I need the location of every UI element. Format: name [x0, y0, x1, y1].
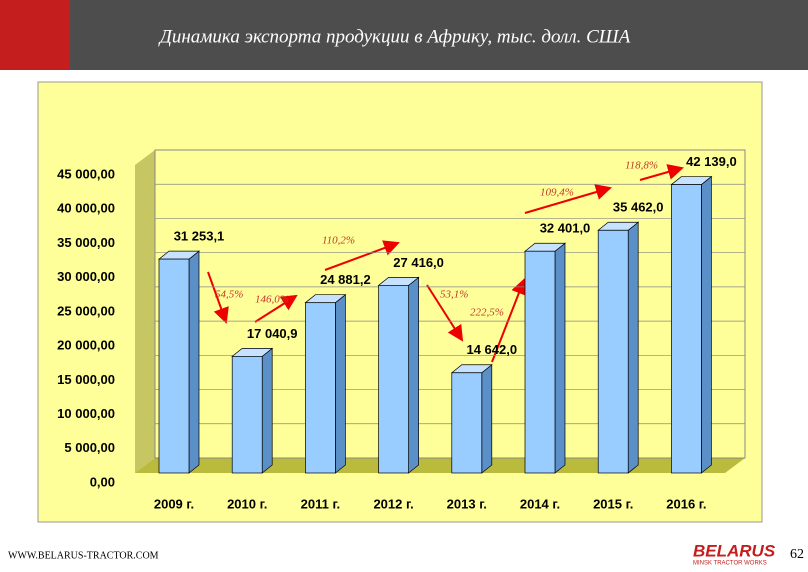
annotation: 53,1%: [440, 289, 468, 301]
arrow: [324, 240, 400, 271]
bar: [451, 372, 483, 474]
y-tick-label: 0,00: [90, 474, 115, 489]
x-tick-label: 2009 г.: [154, 496, 194, 511]
x-tick-label: 2014 г.: [520, 496, 560, 511]
arrow: [524, 184, 612, 214]
bar-side: [554, 242, 566, 474]
value-label: 32 401,0: [540, 221, 591, 236]
y-tick-label: 45 000,00: [57, 166, 115, 181]
y-tick-label: 10 000,00: [57, 406, 115, 421]
x-tick-label: 2015 г.: [593, 496, 633, 511]
value-label: 24 881,2: [320, 272, 371, 287]
side-wall: [135, 150, 155, 473]
annotation: 118,8%: [625, 160, 658, 172]
bar: [378, 285, 409, 474]
y-tick-label: 40 000,00: [57, 201, 115, 216]
bar: [158, 258, 190, 474]
annotation: 110,2%: [322, 235, 355, 247]
annotation: 54,5%: [215, 289, 243, 301]
annotation: 146,0%: [255, 294, 289, 306]
bar: [305, 302, 336, 474]
y-tick-label: 25 000,00: [57, 303, 115, 318]
bar-side: [701, 175, 712, 474]
y-tick-label: 15 000,00: [57, 372, 115, 387]
annotation: 222,5%: [470, 307, 504, 319]
logo-sub: MINSK TRACTOR WORKS: [693, 561, 767, 567]
value-label: 14 642,0: [466, 342, 517, 357]
header-logo: [0, 0, 70, 70]
x-tick-label: 2010 г.: [227, 496, 267, 511]
x-tick-label: 2013 г.: [447, 496, 487, 511]
value-label: 42 139,0: [686, 154, 737, 169]
value-label: 17 040,9: [247, 326, 298, 341]
logo: BELARUS: [693, 541, 776, 560]
floor: [135, 458, 745, 473]
y-tick-label: 20 000,00: [57, 338, 115, 353]
bar-side: [627, 221, 639, 474]
slide-title: Динамика экспорта продукции в Африку, ты…: [158, 26, 631, 47]
arrow: [254, 294, 298, 323]
bar-side: [188, 250, 200, 474]
footer-url: WWW.BELARUS-TRACTOR.COM: [8, 550, 159, 561]
x-tick-label: 2011 г.: [301, 496, 341, 511]
value-label: 31 253,1: [174, 229, 225, 244]
bar-side: [335, 293, 346, 474]
x-tick-label: 2016 г.: [666, 496, 706, 511]
bar-side: [261, 347, 273, 474]
page-number: 62: [790, 547, 804, 562]
x-tick-label: 2012 г.: [373, 496, 413, 511]
bar: [671, 184, 702, 474]
annotation: 109,4%: [540, 187, 574, 199]
header-band: [0, 0, 808, 70]
arrow: [426, 284, 464, 342]
arrow: [207, 271, 229, 324]
value-label: 35 462,0: [613, 200, 664, 215]
bar: [231, 356, 263, 474]
y-tick-label: 30 000,00: [57, 269, 115, 284]
bar-side: [481, 364, 493, 474]
arrow: [639, 164, 684, 181]
y-tick-label: 5 000,00: [64, 440, 115, 455]
bar: [524, 250, 556, 474]
arrows: [207, 164, 684, 363]
bar-side: [408, 276, 419, 474]
value-label: 27 416,0: [393, 255, 444, 270]
y-tick-label: 35 000,00: [57, 235, 115, 250]
bar: [597, 229, 629, 474]
